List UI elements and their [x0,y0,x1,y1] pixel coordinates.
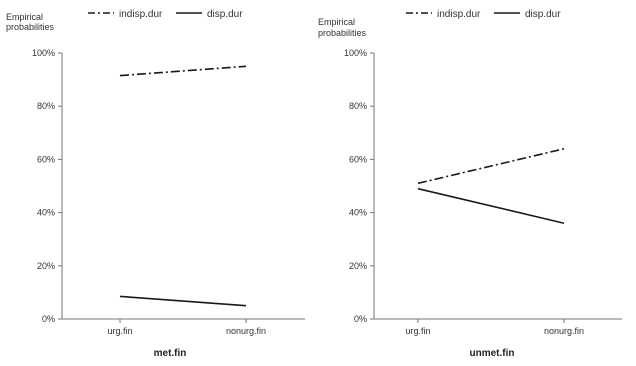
y-axis-label: Empirical [318,17,355,27]
y-tick-label: 0% [354,314,367,324]
y-tick-label: 40% [349,208,367,218]
legend-label: indisp.dur [119,9,163,20]
y-tick-label: 60% [37,154,55,164]
x-tick-label: urg.fin [405,326,430,336]
legend-label: disp.dur [207,9,243,20]
x-tick-label: nonurg.fin [226,326,266,336]
x-tick-label: nonurg.fin [544,326,584,336]
y-axis-label: Empirical [6,12,43,22]
y-tick-label: 40% [37,208,55,218]
y-tick-label: 60% [349,154,367,164]
series-line-disp-dur [417,187,565,225]
y-axis-label: probabilities [6,22,55,32]
x-tick-label: urg.fin [107,326,132,336]
series-line-indisp-dur [119,65,247,77]
y-tick-label: 20% [37,261,55,271]
y-tick-label: 20% [349,261,367,271]
series-line-indisp-dur [417,147,565,185]
y-tick-label: 100% [344,48,367,58]
series-line-disp-dur [119,295,247,307]
y-tick-label: 100% [32,48,55,58]
y-tick-label: 80% [349,101,367,111]
y-tick-label: 0% [42,314,55,324]
panel-title: unmet.fin [470,348,515,359]
legend-label: disp.dur [525,9,561,20]
legend-label: indisp.dur [437,9,481,20]
y-axis-label: probabilities [318,28,367,38]
y-tick-label: 80% [37,101,55,111]
panel-title: met.fin [154,348,187,359]
